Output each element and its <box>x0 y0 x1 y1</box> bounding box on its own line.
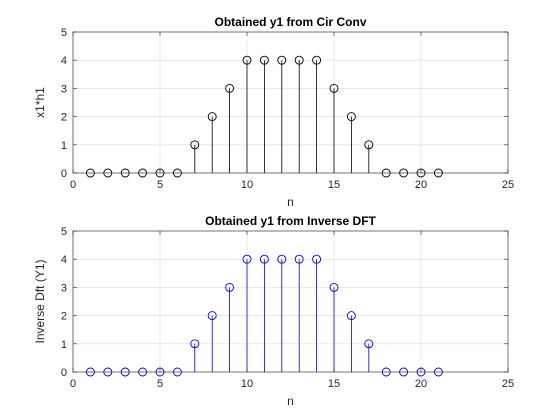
y-tick-label: 3 <box>61 83 67 95</box>
stem-marker <box>294 254 304 264</box>
x-tick-label: 0 <box>70 179 76 191</box>
x-tick-label: 20 <box>415 179 427 191</box>
chart-title: Obtained y1 from Inverse DFT <box>205 214 376 228</box>
stem-marker <box>364 339 374 349</box>
x-tick-label: 15 <box>328 378 340 390</box>
x-tick-label: 10 <box>241 378 253 390</box>
stem-marker <box>329 282 339 292</box>
stem-marker <box>312 55 322 65</box>
stem-marker <box>242 55 252 65</box>
stem-marker <box>259 55 269 65</box>
y-tick-label: 1 <box>61 140 67 152</box>
x-tick-label: 25 <box>502 179 514 191</box>
stem-marker <box>277 55 287 65</box>
y-tick-label: 4 <box>61 254 67 266</box>
y-tick-label: 5 <box>61 27 67 39</box>
y-axis-label: Inverse Dft (Y1) <box>33 259 47 343</box>
subplot-cir-conv: 0 5 10 15 20 25 0 1 2 3 4 5 Obtained y1 from Cir Co… <box>33 15 514 209</box>
stem-marker <box>364 140 374 150</box>
axes-frame <box>72 230 509 373</box>
y-tick-label: 3 <box>61 282 67 294</box>
y-tick-label: 4 <box>61 55 67 67</box>
plot-area <box>73 32 508 173</box>
stem-series <box>85 55 443 178</box>
stem-marker <box>225 83 235 93</box>
subplot-inverse-dft: 0 5 10 15 20 25 0 1 2 3 4 5 Obtained y1 from Invers… <box>33 214 514 408</box>
stem-marker <box>294 55 304 65</box>
stem-marker <box>346 311 356 321</box>
stem-marker <box>190 140 200 150</box>
ticks: 0 5 10 15 20 25 0 1 2 3 4 5 <box>61 226 514 390</box>
y-tick-label: 5 <box>61 226 67 238</box>
stem-marker <box>312 254 322 264</box>
x-tick-label: 15 <box>328 179 340 191</box>
y-axis-label: x1*h1 <box>33 87 47 118</box>
y-tick-label: 2 <box>61 112 67 124</box>
stem-marker <box>242 254 252 264</box>
x-tick-label: 5 <box>157 378 163 390</box>
stem-marker <box>277 254 287 264</box>
ticks: 0 5 10 15 20 25 0 1 2 3 4 5 <box>61 27 514 191</box>
y-tick-label: 0 <box>61 367 67 379</box>
x-tick-label: 0 <box>70 378 76 390</box>
x-tick-label: 25 <box>502 378 514 390</box>
stem-marker <box>346 112 356 122</box>
stem-marker <box>225 282 235 292</box>
x-tick-label: 20 <box>415 378 427 390</box>
y-tick-label: 1 <box>61 339 67 351</box>
stem-marker <box>207 112 217 122</box>
x-axis-label: n <box>287 394 294 408</box>
stem-marker <box>329 83 339 93</box>
stem-marker <box>259 254 269 264</box>
y-tick-label: 0 <box>61 168 67 180</box>
plot-area <box>73 231 508 372</box>
y-tick-label: 2 <box>61 311 67 323</box>
x-tick-label: 10 <box>241 179 253 191</box>
chart-title: Obtained y1 from Cir Conv <box>214 15 366 29</box>
x-tick-label: 5 <box>157 179 163 191</box>
stem-marker <box>190 339 200 349</box>
x-axis-label: n <box>287 195 294 209</box>
stem-marker <box>207 311 217 321</box>
axes-frame <box>72 31 509 174</box>
